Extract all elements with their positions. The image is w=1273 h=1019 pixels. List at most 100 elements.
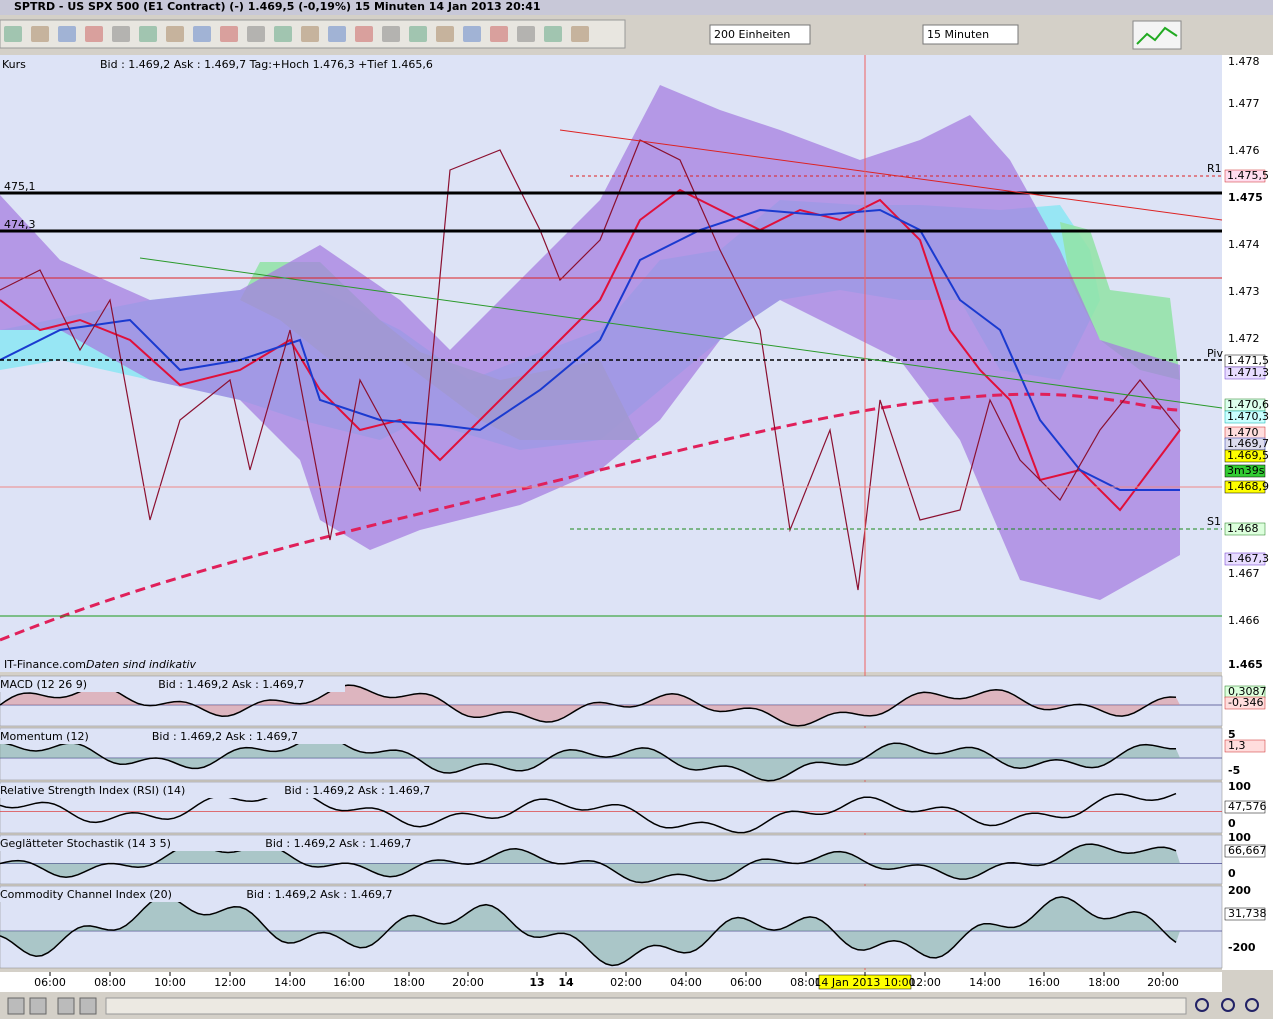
axis-label: -0,346: [1228, 696, 1263, 709]
value-box-text: 1.469,7: [1227, 437, 1269, 450]
header-bg: [0, 784, 345, 798]
value-box: [1224, 169, 1266, 183]
tool-icon[interactable]: [544, 26, 562, 42]
level-label: 475,1: [4, 180, 36, 193]
header-bg: [0, 678, 345, 692]
scrollbar[interactable]: [105, 997, 1187, 1015]
value-box-text: 1.470,3: [1227, 410, 1269, 423]
tool-icon[interactable]: [139, 26, 157, 42]
price-label: 1.475: [1228, 191, 1263, 204]
zoom-icon[interactable]: [1195, 998, 1209, 1012]
indicator-quote: Bid : 1.469,2 Ask : 1.469,7: [158, 678, 304, 691]
pivot-label: S1: [1207, 515, 1221, 528]
indicator-name: MACD (12 26 9): [0, 678, 87, 691]
price-label: 1.477: [1228, 97, 1260, 110]
time-label: 06:00: [730, 976, 762, 989]
tool-icon[interactable]: [436, 26, 454, 42]
title-bar: [0, 0, 1273, 15]
price-line: [0, 188, 1181, 512]
units-text: 200 Einheiten: [714, 28, 790, 41]
axis-label: 100: [1228, 831, 1251, 844]
indicator-quote: Bid : 1.469,2 Ask : 1.469,7: [265, 837, 411, 850]
tool-icon[interactable]: [193, 26, 211, 42]
indicator-area: [0, 735, 1180, 781]
tool-icon[interactable]: [328, 26, 346, 42]
indicator-quote: Bid : 1.469,2 Ask : 1.469,7: [246, 888, 392, 901]
indicator-area: [0, 685, 1180, 726]
tool-icon[interactable]: [31, 26, 49, 42]
indicator-quote: Bid : 1.469,2 Ask : 1.469,7: [284, 784, 430, 797]
status-icon[interactable]: [7, 997, 25, 1015]
bollinger-band: [0, 85, 1180, 600]
value-box-text: 3m39s: [1227, 464, 1265, 477]
tool-icon[interactable]: [301, 26, 319, 42]
time-label: 10:00: [154, 976, 186, 989]
tool-icon[interactable]: [166, 26, 184, 42]
tool-icon[interactable]: [355, 26, 373, 42]
price-label: 1.478: [1228, 55, 1260, 68]
value-box: [1224, 449, 1266, 463]
price-label: 1.467: [1228, 567, 1260, 580]
source: IT-Finance.com: [4, 658, 86, 671]
price-label: 1.473: [1228, 285, 1260, 298]
value-box: [1224, 480, 1266, 494]
price-label: 1.476: [1228, 144, 1260, 157]
zoom-icon[interactable]: [1221, 998, 1235, 1012]
value-box-text: 1.469,5: [1227, 449, 1269, 462]
time-label: 14 Jan 2013 10:00: [814, 976, 915, 989]
value-box: [1224, 800, 1266, 814]
tool-icon[interactable]: [220, 26, 238, 42]
value-box-text: 1.467,3: [1227, 552, 1269, 565]
indicator-name: Commodity Channel Index (20): [0, 888, 172, 901]
value-box: [1224, 739, 1266, 753]
time-label: 06:00: [34, 976, 66, 989]
tool-icon[interactable]: [4, 26, 22, 42]
units-select[interactable]: [709, 24, 811, 45]
indicator-quote: Bid : 1.469,2 Ask : 1.469,7: [152, 730, 298, 743]
tool-icon[interactable]: [382, 26, 400, 42]
value-box: [1224, 410, 1266, 424]
indicator-line: [0, 684, 1177, 727]
axis-label: 5: [1228, 728, 1236, 741]
tool-icon[interactable]: [463, 26, 481, 42]
status-icon[interactable]: [29, 997, 47, 1015]
price-label: 1.472: [1228, 332, 1260, 345]
time-label: 16:00: [333, 976, 365, 989]
tool-icon[interactable]: [517, 26, 535, 42]
price-axis: [1222, 55, 1273, 970]
time-label: 08:00: [790, 976, 822, 989]
axis-label: 200: [1228, 884, 1251, 897]
tool-icon[interactable]: [247, 26, 265, 42]
header-bg: [0, 730, 345, 744]
tool-icon[interactable]: [58, 26, 76, 42]
tool-icon[interactable]: [85, 26, 103, 42]
value-box-text: 1.470,6: [1227, 398, 1269, 411]
value-box: [1224, 907, 1266, 921]
chart-button[interactable]: [1132, 20, 1182, 50]
zoom-icon[interactable]: [1245, 998, 1259, 1012]
tool-icon[interactable]: [112, 26, 130, 42]
axis-label: 0,3087: [1228, 685, 1267, 698]
indicator-name: Geglätteter Stochastik (14 3 5): [0, 837, 171, 850]
status-icon[interactable]: [57, 997, 75, 1015]
tool-icon[interactable]: [409, 26, 427, 42]
axis-label: -200: [1228, 941, 1256, 954]
axis-label: -5: [1228, 764, 1240, 777]
time-axis: [0, 972, 1222, 992]
axis-label: 0: [1228, 867, 1236, 880]
interval-select[interactable]: [922, 24, 1019, 45]
trend-line: [139, 257, 1223, 409]
tool-icon[interactable]: [490, 26, 508, 42]
tool-icon[interactable]: [571, 26, 589, 42]
tool-icon[interactable]: [274, 26, 292, 42]
overlays: [0, 55, 1223, 970]
level-label: 474,3: [4, 218, 36, 231]
value-box: [1224, 844, 1266, 858]
time-label: 12:00: [214, 976, 246, 989]
indicator-area: [0, 896, 1180, 966]
status-icon[interactable]: [79, 997, 97, 1015]
value-box: [1224, 552, 1266, 566]
value-box-text: 1.471,5: [1227, 354, 1269, 367]
value-box-text: 1.470: [1227, 426, 1259, 439]
